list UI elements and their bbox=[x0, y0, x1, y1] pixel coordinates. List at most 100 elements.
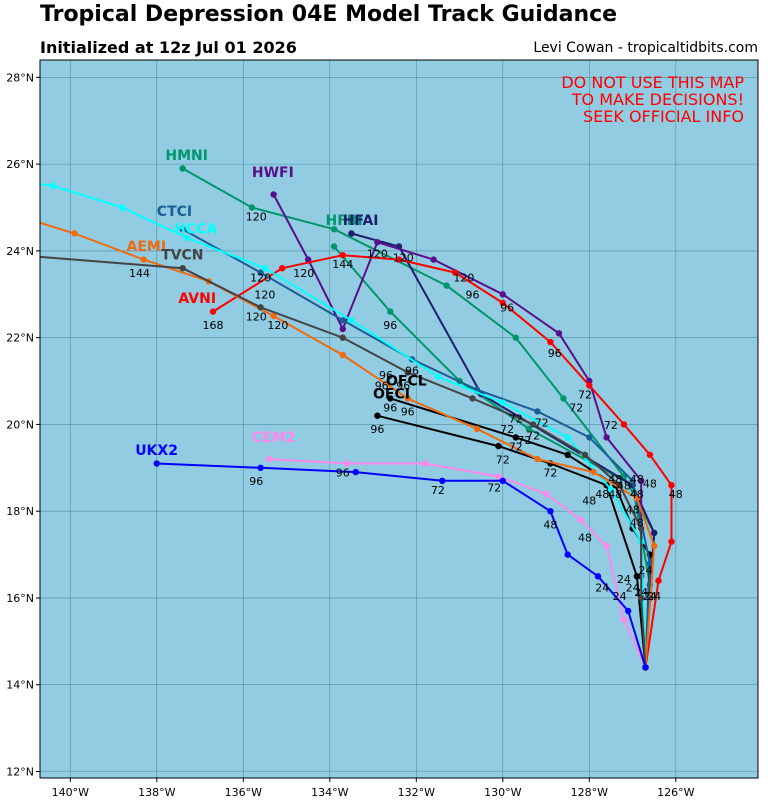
hour-label: 72 bbox=[569, 401, 583, 414]
track-point bbox=[434, 373, 442, 380]
hour-label: 120 bbox=[453, 271, 474, 284]
model-label-ofcl: OFCL bbox=[386, 373, 427, 389]
track-point bbox=[153, 460, 160, 467]
track-point bbox=[305, 256, 312, 263]
track-point bbox=[542, 490, 550, 497]
lat-tick-label: 20°N bbox=[6, 418, 34, 431]
lon-tick-label: 126°W bbox=[657, 786, 694, 799]
track-point bbox=[625, 607, 632, 615]
track-point bbox=[49, 182, 57, 189]
track-point bbox=[547, 508, 554, 515]
model-label-hmni: HMNI bbox=[165, 148, 208, 164]
track-point bbox=[581, 451, 589, 458]
lat-tick-label: 12°N bbox=[6, 765, 34, 778]
hour-label: 96 bbox=[370, 423, 384, 436]
init-time-subtitle: Initialized at 12z Jul 01 2026 bbox=[40, 38, 297, 57]
track-point bbox=[339, 334, 346, 341]
track-point bbox=[15, 213, 21, 219]
hour-label: 96 bbox=[466, 289, 480, 302]
hour-label: 120 bbox=[254, 289, 275, 302]
warning-line-3: SEEK OFFICIAL INFO bbox=[583, 107, 744, 126]
track-point bbox=[183, 234, 191, 242]
track-point bbox=[633, 495, 641, 502]
lon-tick-label: 132°W bbox=[398, 786, 435, 799]
hour-label: 24 bbox=[639, 564, 653, 577]
track-point bbox=[499, 291, 506, 298]
model-label-tvcn: TVCN bbox=[161, 248, 203, 264]
lon-tick-label: 134°W bbox=[311, 786, 348, 799]
hour-label: 72 bbox=[431, 484, 445, 497]
track-point bbox=[655, 577, 662, 584]
track-point bbox=[512, 334, 519, 341]
track-line bbox=[377, 414, 647, 668]
hour-label: 48 bbox=[582, 495, 596, 508]
track-point bbox=[616, 482, 623, 489]
hour-label: 96 bbox=[383, 401, 397, 414]
track-point bbox=[257, 304, 264, 311]
hour-label: 48 bbox=[608, 488, 622, 501]
track-point bbox=[499, 477, 506, 484]
ocean-background bbox=[40, 60, 758, 778]
track-point bbox=[348, 230, 355, 237]
track-point bbox=[330, 243, 338, 250]
model-label-hfbi: HFBI bbox=[326, 213, 363, 229]
track-point bbox=[603, 434, 610, 441]
track-point bbox=[339, 351, 346, 359]
track-point bbox=[620, 421, 628, 428]
track-point bbox=[512, 434, 519, 441]
track-point bbox=[71, 230, 78, 237]
track-point bbox=[248, 204, 256, 211]
hour-label: 96 bbox=[396, 380, 410, 393]
track-point bbox=[119, 204, 126, 211]
hour-label: 72 bbox=[509, 412, 523, 425]
lon-tick-label: 138°W bbox=[138, 786, 175, 799]
model-label-hfai: HFAI bbox=[343, 213, 379, 229]
hour-label: 24 bbox=[634, 586, 648, 599]
track-point bbox=[534, 455, 541, 463]
track-ctci bbox=[179, 226, 654, 671]
track-point bbox=[638, 594, 645, 602]
hour-label: 72 bbox=[517, 434, 531, 447]
hour-label: 72 bbox=[535, 417, 549, 430]
track-point bbox=[179, 226, 186, 233]
hour-label: 120 bbox=[393, 252, 414, 265]
track-point bbox=[651, 542, 658, 550]
track-point bbox=[668, 482, 675, 489]
hour-label: 24 bbox=[595, 582, 609, 595]
lat-tick-label: 22°N bbox=[6, 332, 34, 345]
hour-label: 48 bbox=[578, 532, 592, 545]
hour-label: 48 bbox=[543, 519, 557, 532]
hour-label: 72 bbox=[496, 454, 510, 467]
warning-line-1: DO NOT USE THIS MAP bbox=[561, 73, 744, 92]
model-label-ofci: OFCI bbox=[373, 386, 410, 402]
lat-tick-label: 28°N bbox=[6, 71, 34, 84]
track-point bbox=[590, 468, 597, 476]
hour-label: 120 bbox=[246, 310, 267, 323]
track-point bbox=[15, 178, 21, 184]
lat-tick-label: 24°N bbox=[6, 245, 34, 258]
graticule bbox=[40, 60, 758, 778]
track-point bbox=[586, 434, 593, 441]
track-point bbox=[607, 486, 615, 493]
track-point bbox=[261, 265, 269, 272]
hour-label: 72 bbox=[604, 419, 618, 432]
hour-label: 168 bbox=[203, 319, 224, 332]
track-point bbox=[529, 421, 537, 428]
track-point bbox=[646, 451, 654, 458]
hour-label: 48 bbox=[630, 488, 644, 501]
hour-label: 144 bbox=[129, 267, 150, 280]
track-point bbox=[564, 451, 571, 458]
hour-label: 96 bbox=[336, 467, 350, 480]
lon-tick-label: 128°W bbox=[571, 786, 608, 799]
hour-label: 120 bbox=[246, 211, 267, 224]
credit-text: Levi Cowan - tropicaltidbits.com bbox=[533, 40, 758, 56]
track-point bbox=[560, 395, 567, 402]
hour-label: 120 bbox=[293, 267, 314, 280]
hour-label: 72 bbox=[526, 430, 540, 443]
hour-label: 96 bbox=[383, 319, 397, 332]
model-label-avni: AVNI bbox=[178, 291, 216, 307]
track-point bbox=[404, 369, 411, 376]
